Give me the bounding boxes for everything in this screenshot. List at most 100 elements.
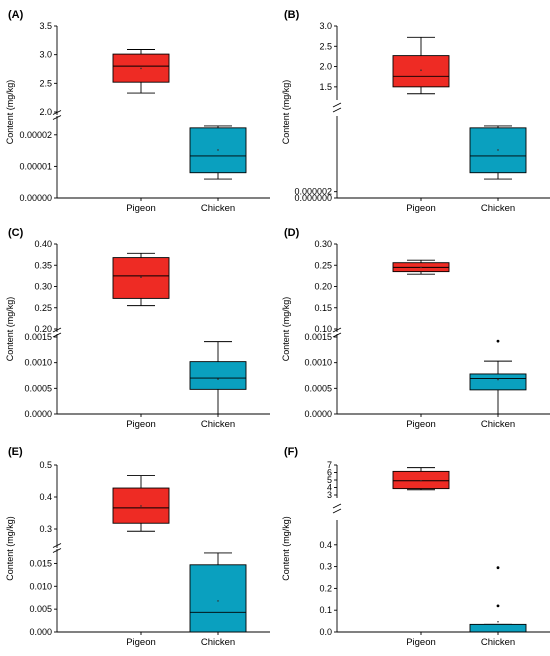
iqr-box [469, 373, 527, 391]
y-tick-label: 0.40 [34, 239, 52, 249]
mean-marker [217, 600, 219, 602]
y-tick-label: 0.25 [34, 303, 52, 313]
chart-panel-4: (D) Content (mg/kg) 0.10 0.15 0.20 0.25 0.30 0.… [281, 227, 550, 430]
y-tick-label: 0.00000 [19, 193, 52, 203]
y-tick-label: 4 [327, 483, 332, 493]
iqr-box [392, 55, 450, 88]
panel-label: (F) [284, 446, 298, 458]
outlier-point [496, 604, 500, 608]
mean-marker [420, 266, 422, 269]
x-category-label: Chicken [481, 419, 515, 430]
mean-marker [140, 276, 142, 278]
y-tick-label: 0.20 [34, 324, 52, 334]
y-tick-label: 2.5 [319, 41, 332, 51]
x-category-label: Chicken [481, 637, 515, 648]
axis-break-mark [52, 543, 62, 553]
y-tick-label: 2.0 [39, 107, 52, 117]
x-category-label: Chicken [481, 203, 515, 214]
y-tick-label: 7 [327, 460, 332, 470]
y-axis-label: Content (mg/kg) [281, 297, 291, 362]
y-tick-label: 0.0010 [24, 358, 52, 368]
y-tick-label: 0.3 [39, 524, 52, 534]
x-category-label: Chicken [201, 419, 235, 430]
chart-panel-2: (B) Content (mg/kg) 1.5 2.0 2.5 3.0 0.0000000.… [281, 9, 550, 214]
mean-marker [497, 149, 499, 151]
y-tick-label: 0.5 [39, 460, 52, 470]
y-tick-label: 0.2 [319, 583, 332, 593]
box-chicken [189, 552, 247, 633]
box-chicken [469, 566, 527, 633]
panel-label: (B) [284, 9, 300, 21]
y-tick-label: 0.25 [314, 260, 332, 270]
y-tick-label: 0.30 [34, 282, 52, 292]
y-axis-label: Content (mg/kg) [5, 80, 15, 145]
y-axis-label: Content (mg/kg) [5, 297, 15, 362]
panel-label: (A) [8, 9, 24, 21]
y-tick-label: 0.10 [314, 324, 332, 334]
y-tick-label: 0.0010 [304, 358, 332, 368]
y-tick-label: 0.015 [29, 558, 52, 568]
box-chicken [189, 341, 247, 415]
mean-marker [420, 479, 422, 482]
box-pigeon [112, 475, 170, 532]
iqr-box [469, 623, 527, 633]
mean-marker [497, 620, 499, 623]
chart-panel-5: (E) Content (mg/kg) 0.3 0.4 0.5 0.000 0.005 0.0… [5, 446, 270, 648]
y-tick-label: 2.0 [319, 62, 332, 72]
panel-label: (C) [8, 227, 24, 239]
y-tick-label: 0.00002 [19, 130, 52, 140]
y-tick-label: 0.0000 [304, 409, 332, 419]
box-chicken [189, 125, 247, 180]
y-tick-label: 1.5 [319, 82, 332, 92]
y-tick-label: 0.000002 [294, 187, 332, 197]
y-axis-label: Content (mg/kg) [5, 516, 15, 581]
x-category-label: Pigeon [406, 637, 436, 648]
y-tick-label: 0.0005 [24, 383, 52, 393]
axis-break-mark [332, 102, 342, 113]
y-tick-label: 0.010 [29, 581, 52, 591]
iqr-box [189, 361, 247, 390]
x-category-label: Chicken [201, 637, 235, 648]
box-pigeon [392, 36, 450, 95]
y-tick-label: 2.5 [39, 78, 52, 88]
y-tick-label: 0.0 [319, 627, 332, 637]
iqr-box [112, 257, 170, 299]
mean-marker [420, 69, 422, 72]
panel-label: (E) [8, 446, 23, 458]
x-category-label: Pigeon [406, 203, 436, 214]
x-category-label: Pigeon [126, 637, 156, 648]
y-axis-label: Content (mg/kg) [281, 80, 291, 145]
y-tick-label: 0.30 [314, 239, 332, 249]
y-tick-label: 0.4 [39, 492, 52, 502]
mean-marker [217, 378, 219, 380]
x-category-label: Chicken [201, 203, 235, 214]
y-tick-label: 0.00001 [19, 161, 52, 171]
x-category-label: Pigeon [406, 419, 436, 430]
y-tick-label: 0.1 [319, 605, 332, 615]
y-tick-label: 0.35 [34, 260, 52, 270]
axis-break-mark [52, 110, 62, 120]
box-pigeon [112, 49, 170, 94]
box-pigeon [392, 467, 450, 491]
y-tick-label: 0.15 [314, 303, 332, 313]
y-tick-label: 0.0005 [304, 383, 332, 393]
axis-break-mark [332, 327, 342, 338]
mean-marker [497, 378, 499, 381]
outlier-point [496, 339, 500, 343]
y-tick-label: 6 [327, 468, 332, 478]
x-category-label: Pigeon [126, 203, 156, 214]
iqr-box [189, 564, 247, 633]
y-tick-label: 0.000000 [294, 193, 332, 203]
axis-break-mark [332, 503, 342, 514]
y-tick-label: 3.5 [39, 21, 52, 31]
y-tick-label: 0.000 [29, 627, 52, 637]
box-pigeon [392, 259, 450, 275]
y-tick-label: 0.0015 [304, 332, 332, 342]
y-tick-label: 3 [327, 490, 332, 500]
box-chicken [469, 125, 527, 180]
chart-panel-3: (C) Content (mg/kg) 0.20 0.25 0.30 0.35 0.40 0.… [5, 227, 270, 430]
y-axis-label: Content (mg/kg) [281, 516, 291, 581]
axis-break-mark [52, 327, 62, 338]
mean-marker [140, 67, 142, 70]
